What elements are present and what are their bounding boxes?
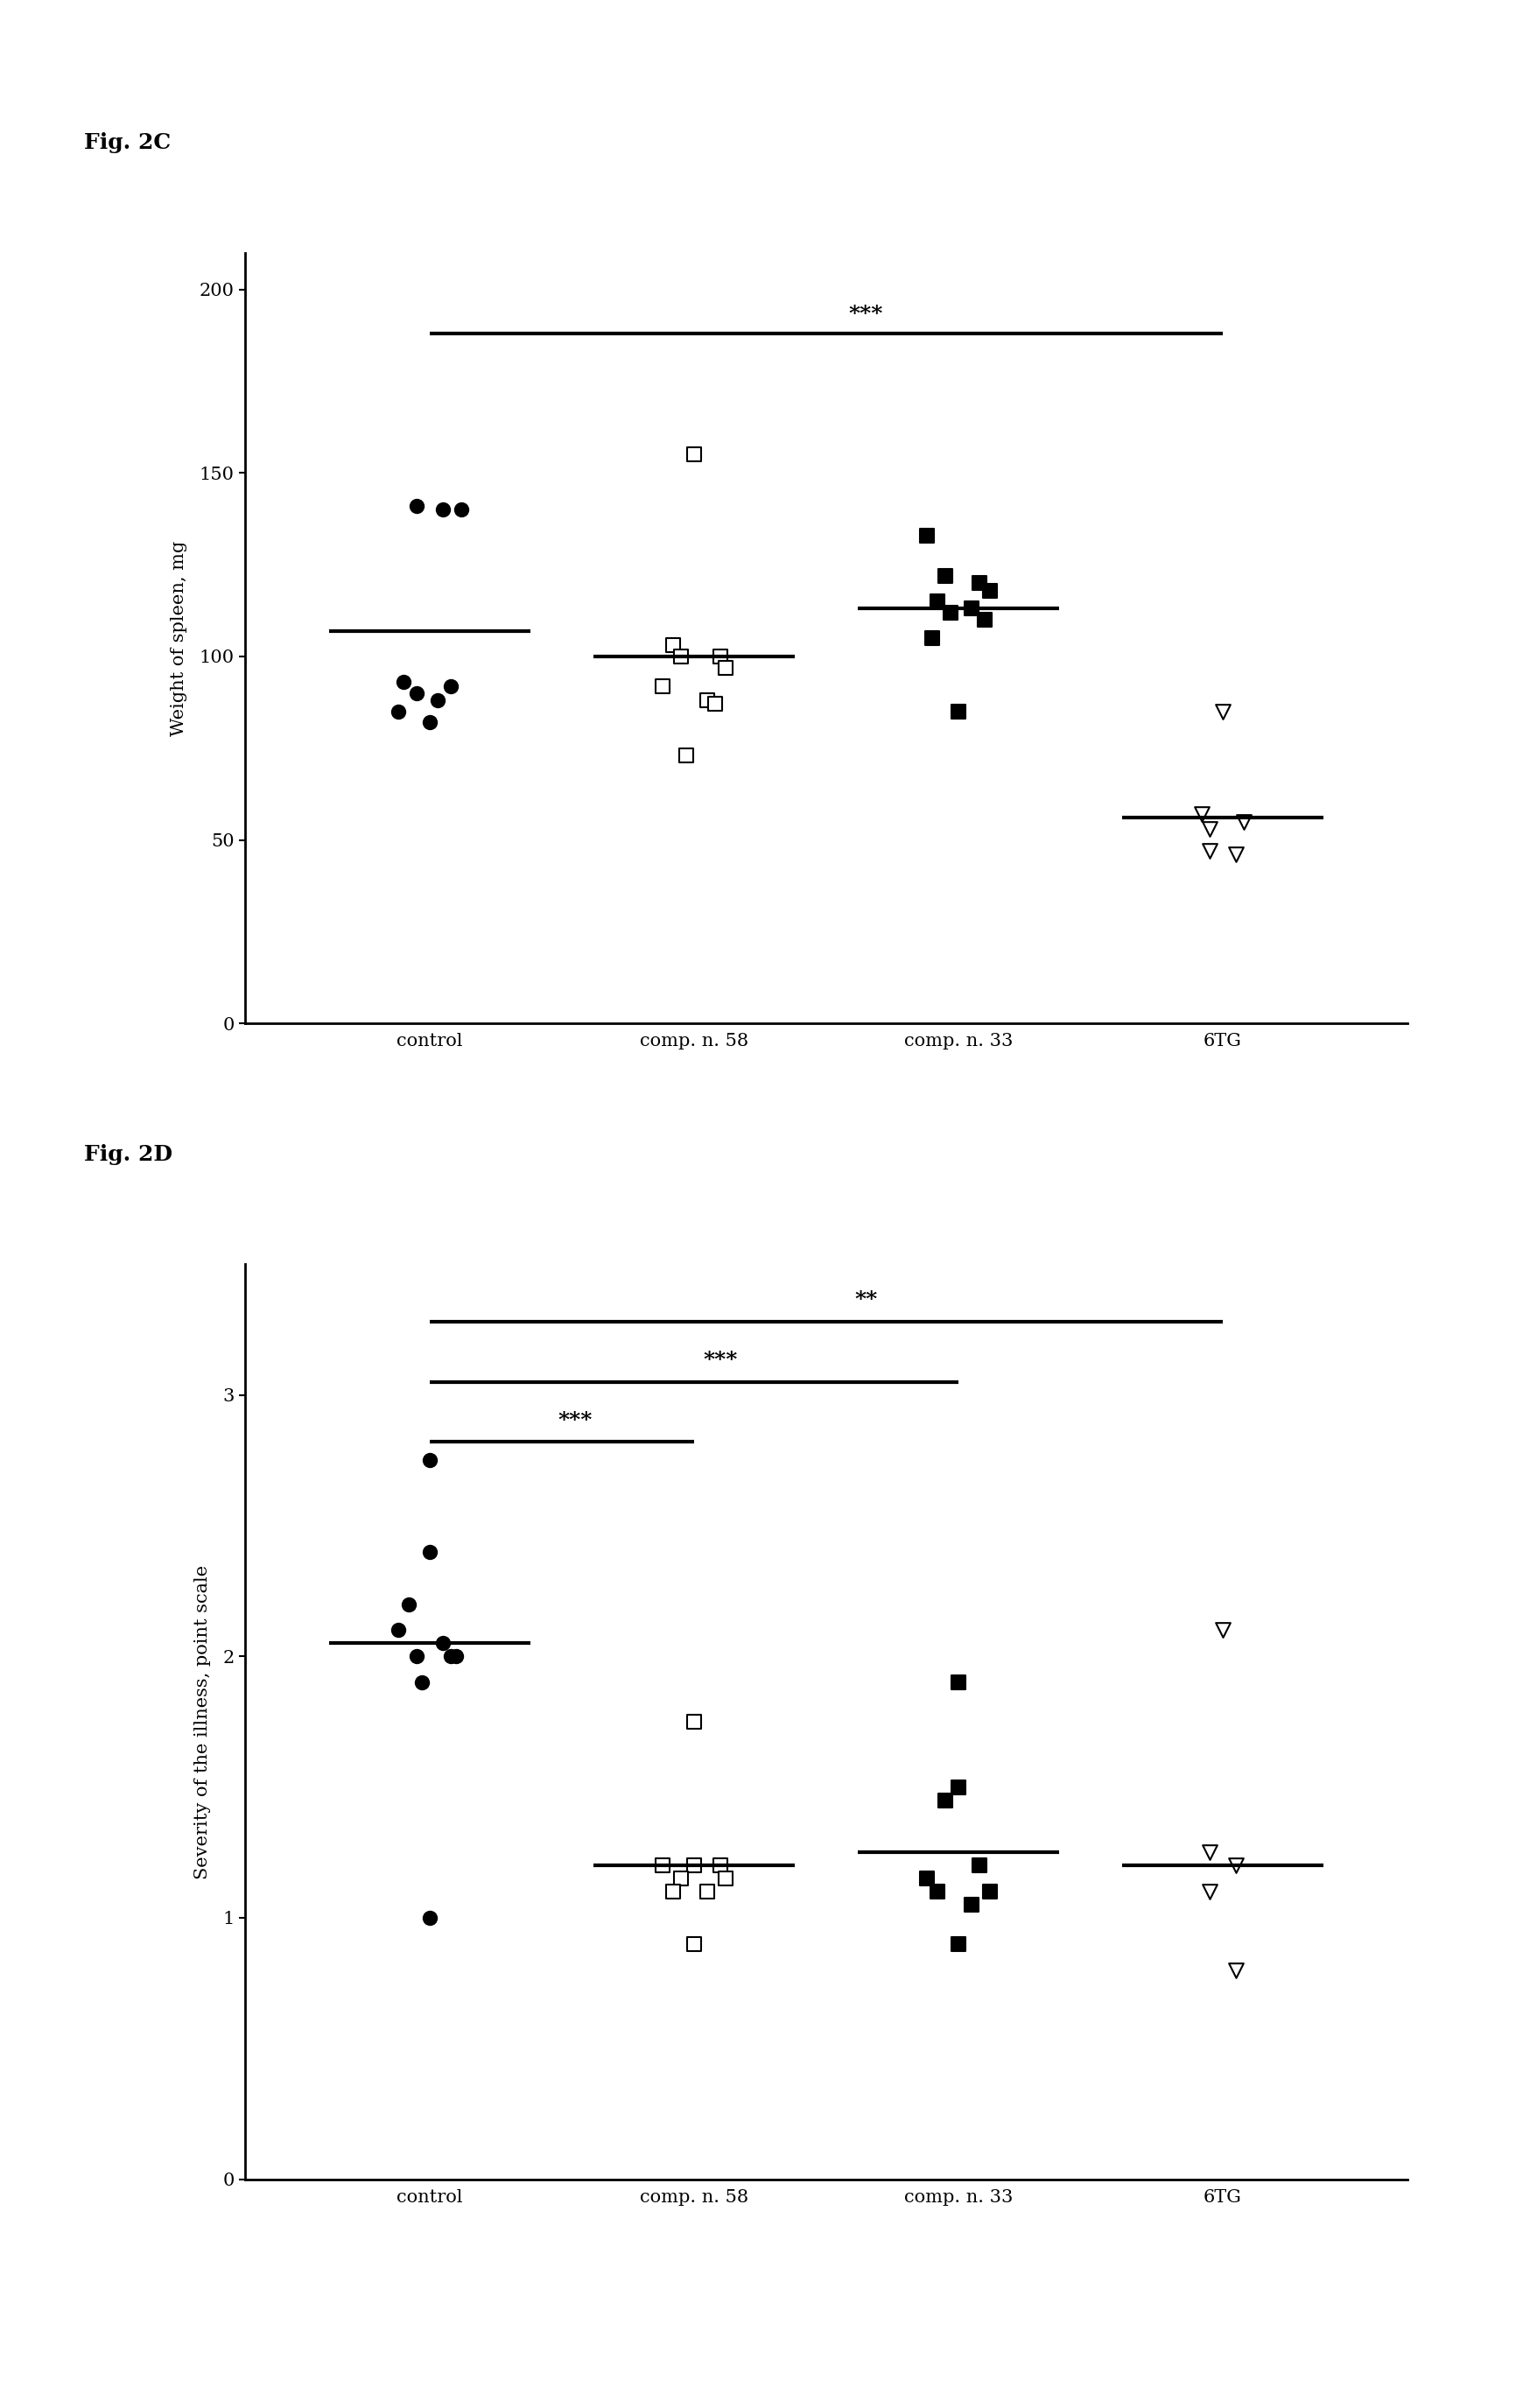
Point [396,1584,421,1623]
Point [650,1847,675,1885]
Point [661,1873,685,1912]
Point [946,1924,970,1963]
Point [439,1637,464,1676]
Point [946,1767,970,1806]
Point [418,1898,442,1936]
Point [450,491,474,530]
Point [444,1637,468,1676]
Point [418,1531,442,1570]
Point [915,1859,939,1898]
Point [404,674,428,713]
Y-axis label: Severity of the illness, point scale: Severity of the illness, point scale [194,1565,211,1878]
Point [702,684,727,722]
Point [669,1859,693,1898]
Point [978,1873,1002,1912]
Point [695,1873,719,1912]
Point [1224,836,1248,874]
Text: ***: *** [558,1411,592,1430]
Point [933,556,958,595]
Point [661,626,685,665]
Point [915,515,939,554]
Point [1210,1611,1235,1649]
Point [682,436,707,474]
Point [920,619,944,657]
Point [425,681,450,720]
Point [926,583,950,621]
Point [673,737,698,775]
Point [418,1440,442,1479]
Point [1196,809,1221,848]
Point [938,592,962,631]
Point [708,1847,733,1885]
Point [431,1623,456,1662]
Text: ***: *** [849,303,883,325]
Point [1196,1873,1221,1912]
Point [967,1847,991,1885]
Text: ***: *** [704,1351,737,1370]
Point [1232,802,1256,840]
Point [1196,1832,1221,1871]
Text: Fig. 2D: Fig. 2D [84,1144,173,1165]
Point [959,1885,984,1924]
Point [713,648,737,686]
Point [926,1873,950,1912]
Point [431,491,456,530]
Point [404,486,428,525]
Point [959,590,984,628]
Point [933,1782,958,1820]
Point [669,638,693,677]
Point [682,1847,707,1885]
Point [439,667,464,706]
Point [410,1664,435,1702]
Text: Fig. 2C: Fig. 2C [84,132,171,154]
Point [708,638,733,677]
Text: **: ** [854,1291,877,1310]
Point [1224,1847,1248,1885]
Point [418,703,442,742]
Point [1196,831,1221,869]
Point [650,667,675,706]
Point [392,662,416,701]
Point [713,1859,737,1898]
Point [978,571,1002,609]
Point [1189,795,1213,833]
Point [946,691,970,730]
Point [967,563,991,602]
Point [404,1637,428,1676]
Point [946,1664,970,1702]
Point [973,600,998,638]
Point [682,1924,707,1963]
Point [1210,691,1235,730]
Point [682,1702,707,1741]
Point [386,1611,410,1649]
Point [1224,1950,1248,1989]
Point [386,691,410,730]
Y-axis label: Weight of spleen, mg: Weight of spleen, mg [170,539,187,737]
Point [695,681,719,720]
